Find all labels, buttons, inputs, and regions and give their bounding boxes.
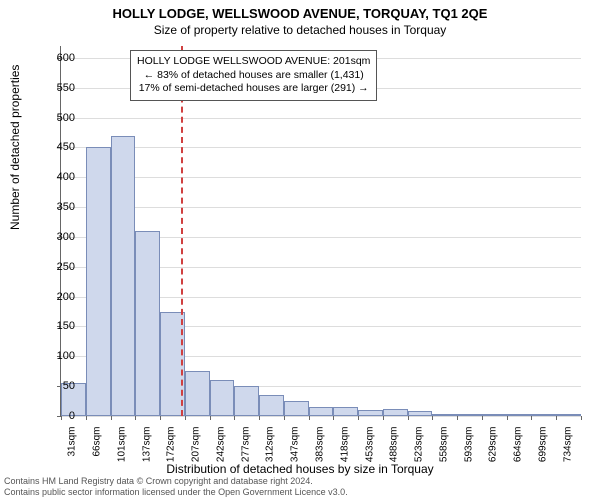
footer-line: Contains HM Land Registry data © Crown c… [4, 476, 348, 487]
xtick-mark [482, 416, 483, 420]
xtick-mark [185, 416, 186, 420]
xtick-mark [135, 416, 136, 420]
histogram-bar [135, 231, 160, 416]
histogram-bar [234, 386, 259, 416]
y-axis-label: Number of detached properties [8, 65, 22, 230]
xtick-mark [457, 416, 458, 420]
annotation-line: 17% of semi-detached houses are larger (… [137, 82, 370, 96]
xtick-label: 242sqm [215, 427, 226, 477]
xtick-label: 383sqm [315, 427, 326, 477]
histogram-bar [210, 380, 235, 416]
xtick-label: 31sqm [67, 427, 78, 477]
annotation-line: HOLLY LODGE WELLSWOOD AVENUE: 201sqm [137, 55, 370, 69]
gridline [61, 118, 581, 119]
xtick-mark [581, 416, 582, 420]
ytick-label: 150 [45, 320, 75, 332]
ytick-label: 200 [45, 291, 75, 303]
xtick-mark [432, 416, 433, 420]
histogram-bar [111, 136, 136, 416]
xtick-mark [507, 416, 508, 420]
histogram-bar [507, 414, 532, 416]
gridline [61, 416, 581, 417]
gridline [61, 207, 581, 208]
xtick-mark [531, 416, 532, 420]
ytick-label: 50 [45, 380, 75, 392]
ytick-label: 0 [45, 410, 75, 422]
xtick-label: 488sqm [389, 427, 400, 477]
xtick-label: 137sqm [141, 427, 152, 477]
xtick-label: 699sqm [537, 427, 548, 477]
xtick-label: 207sqm [191, 427, 202, 477]
xtick-mark [111, 416, 112, 420]
xtick-mark [333, 416, 334, 420]
histogram-bar [457, 414, 482, 416]
histogram-bar [358, 410, 383, 416]
histogram-bar [531, 414, 556, 416]
histogram-bar [86, 147, 111, 416]
histogram-bar [383, 409, 408, 416]
footer-line: Contains public sector information licen… [4, 487, 348, 498]
xtick-label: 101sqm [116, 427, 127, 477]
xtick-label: 593sqm [463, 427, 474, 477]
histogram-bar [482, 414, 507, 416]
chart-title: HOLLY LODGE, WELLSWOOD AVENUE, TORQUAY, … [0, 0, 600, 21]
histogram-bar [284, 401, 309, 416]
xtick-label: 418sqm [339, 427, 350, 477]
histogram-bar [556, 414, 581, 416]
xtick-label: 312sqm [265, 427, 276, 477]
ytick-label: 450 [45, 141, 75, 153]
xtick-mark [234, 416, 235, 420]
ytick-label: 600 [45, 52, 75, 64]
xtick-mark [210, 416, 211, 420]
xtick-label: 347sqm [290, 427, 301, 477]
xtick-label: 664sqm [513, 427, 524, 477]
histogram-bar [259, 395, 284, 416]
ytick-label: 500 [45, 112, 75, 124]
xtick-mark [383, 416, 384, 420]
xtick-mark [309, 416, 310, 420]
xtick-label: 453sqm [364, 427, 375, 477]
xtick-label: 172sqm [166, 427, 177, 477]
xtick-label: 277sqm [240, 427, 251, 477]
chart-plot-area [60, 46, 581, 417]
xtick-label: 523sqm [414, 427, 425, 477]
xtick-mark [358, 416, 359, 420]
xtick-label: 734sqm [562, 427, 573, 477]
reference-line [181, 46, 183, 416]
xtick-mark [259, 416, 260, 420]
histogram-bar [333, 407, 358, 416]
xtick-mark [86, 416, 87, 420]
histogram-bar [408, 411, 433, 416]
ytick-label: 300 [45, 231, 75, 243]
footer-attribution: Contains HM Land Registry data © Crown c… [4, 476, 348, 498]
xtick-mark [556, 416, 557, 420]
xtick-mark [408, 416, 409, 420]
xtick-mark [160, 416, 161, 420]
chart-subtitle: Size of property relative to detached ho… [0, 21, 600, 41]
xtick-label: 66sqm [92, 427, 103, 477]
ytick-label: 350 [45, 201, 75, 213]
histogram-bar [309, 407, 334, 416]
histogram-bar [185, 371, 210, 416]
xtick-label: 629sqm [488, 427, 499, 477]
ytick-label: 550 [45, 82, 75, 94]
xtick-mark [284, 416, 285, 420]
xtick-label: 558sqm [438, 427, 449, 477]
annotation-box: HOLLY LODGE WELLSWOOD AVENUE: 201sqm← 83… [130, 50, 377, 101]
annotation-line: ← 83% of detached houses are smaller (1,… [137, 69, 370, 83]
gridline [61, 147, 581, 148]
histogram-bar [432, 414, 457, 416]
gridline [61, 177, 581, 178]
ytick-label: 400 [45, 171, 75, 183]
ytick-label: 100 [45, 350, 75, 362]
ytick-label: 250 [45, 261, 75, 273]
